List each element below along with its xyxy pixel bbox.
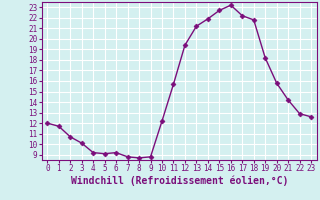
X-axis label: Windchill (Refroidissement éolien,°C): Windchill (Refroidissement éolien,°C) <box>70 176 288 186</box>
